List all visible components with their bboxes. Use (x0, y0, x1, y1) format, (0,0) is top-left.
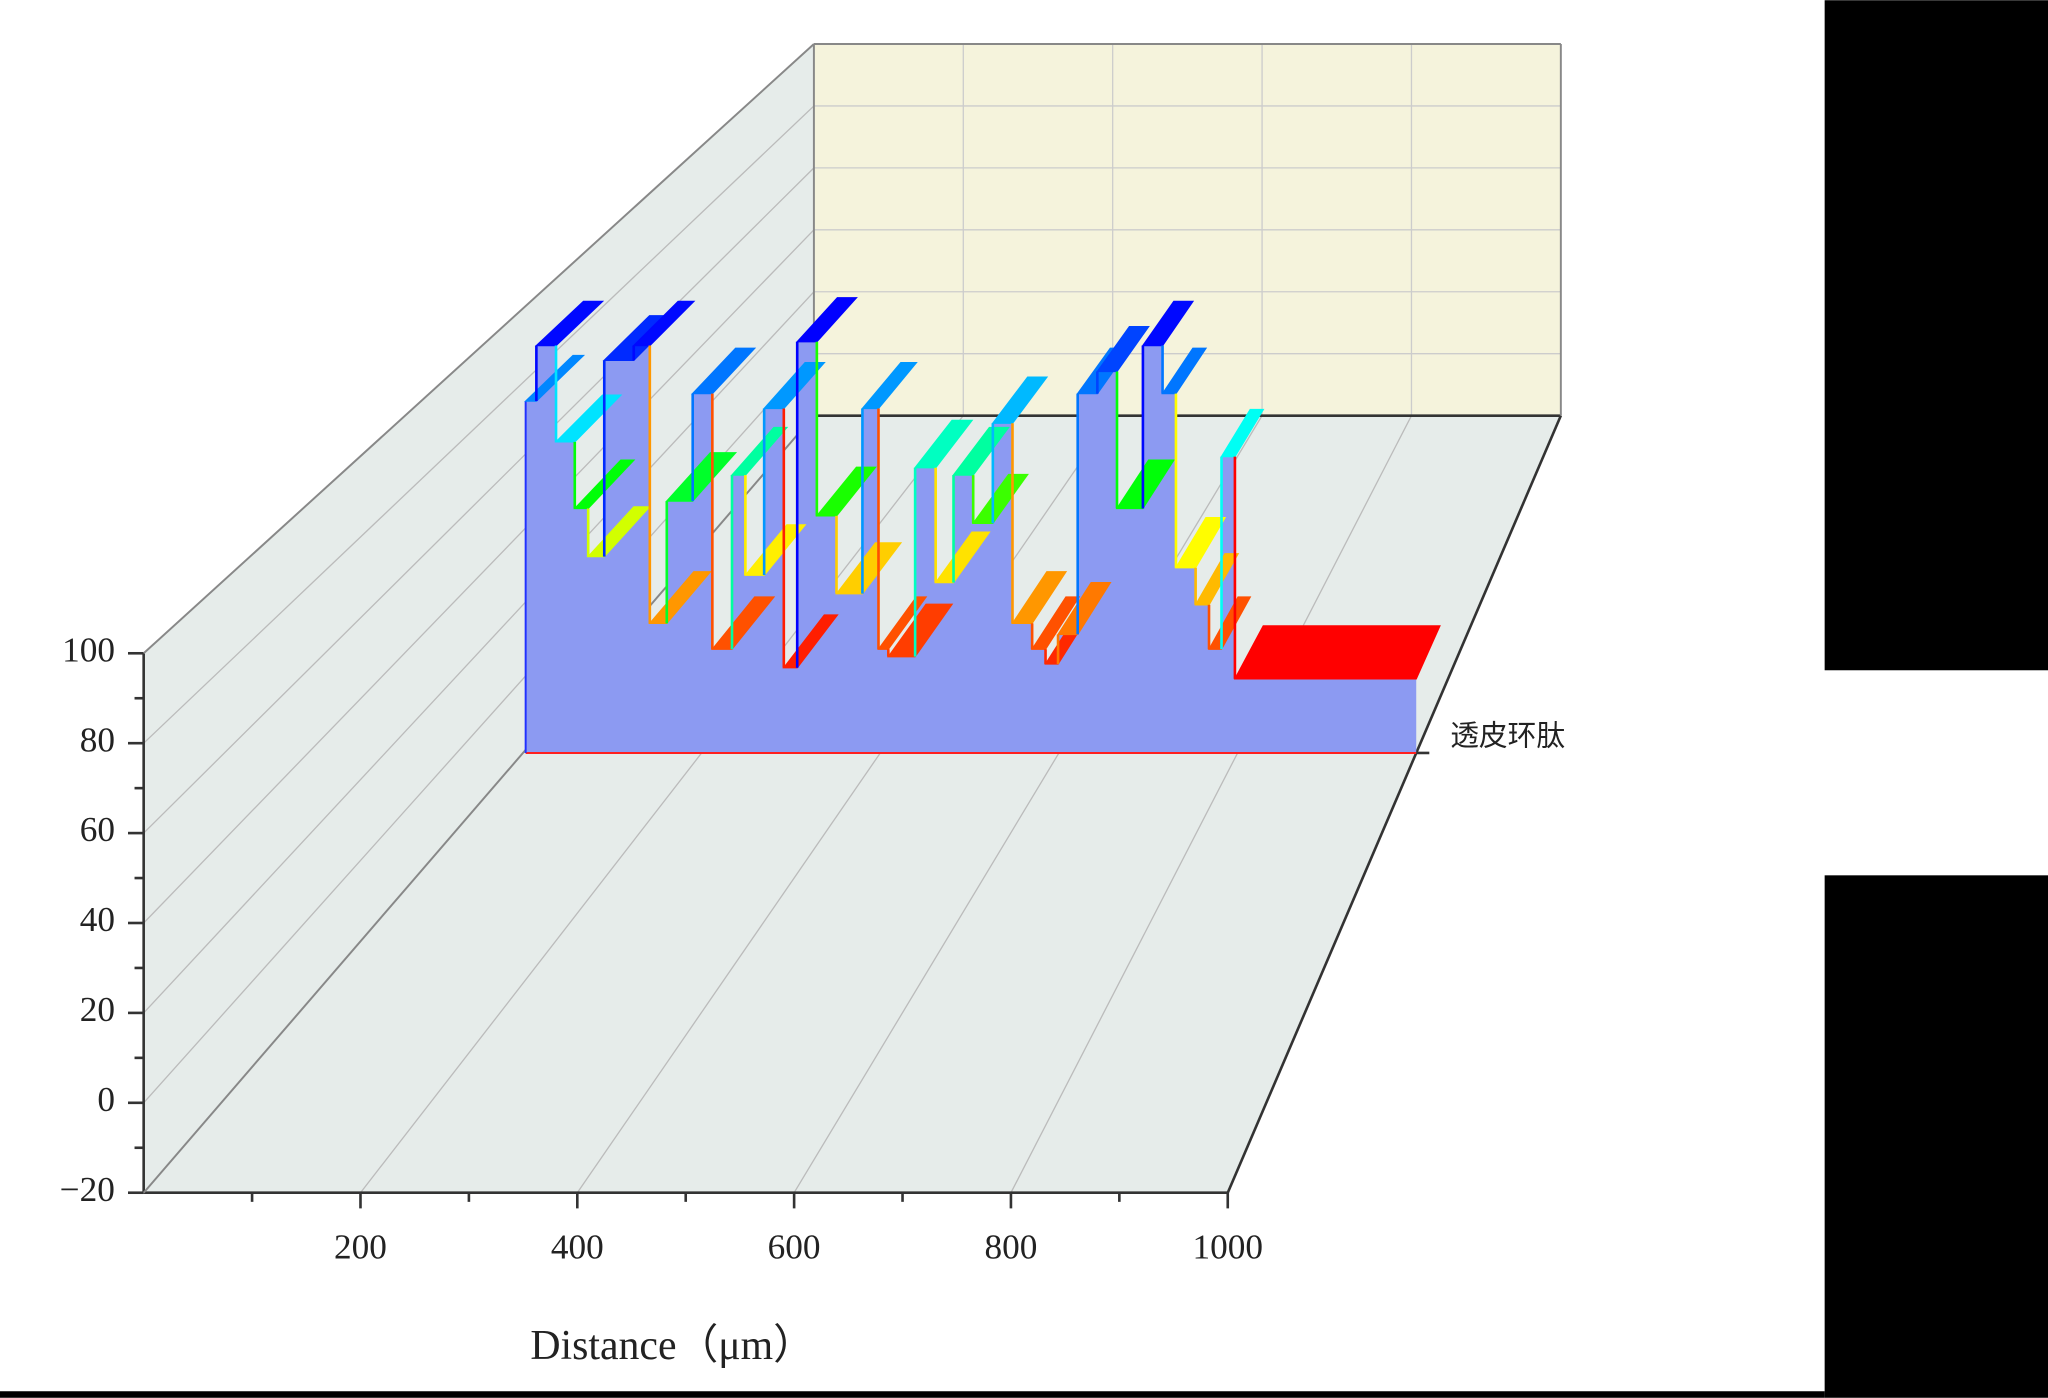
grid-line (143, 167, 815, 834)
wall-cap (795, 297, 858, 343)
wall-edge (1226, 415, 1563, 1194)
wall-cap (1174, 517, 1227, 569)
wall-cap (1220, 408, 1265, 458)
grid-line (143, 105, 815, 744)
wall-cap (913, 419, 974, 469)
wall-cap (815, 466, 877, 517)
wall-cap (971, 473, 1029, 524)
wall-cap (534, 300, 605, 347)
z-tick-label: 透皮环肽 (1450, 718, 1565, 752)
grid-line (143, 229, 815, 924)
grid-line (793, 415, 1263, 1194)
wall-cap (730, 426, 789, 476)
x-axis-title: Distance（μm） (530, 1323, 815, 1369)
y-tick-label: 40 (80, 900, 115, 939)
crop-mask (1824, 875, 2048, 1398)
x-tick-label: 200 (334, 1227, 387, 1266)
y-tick-label: 100 (62, 630, 115, 669)
wall-cap (861, 362, 918, 410)
x-tick-label: 600 (768, 1227, 821, 1266)
wall-cap (648, 571, 712, 625)
y-tick-label: −20 (60, 1170, 115, 1209)
y-tick-label: 60 (80, 810, 115, 849)
crop-mask (0, 1391, 1825, 1398)
wall-cap (632, 300, 696, 347)
wall-cap (1233, 625, 1441, 680)
wall-cap (991, 376, 1049, 424)
wall-cap (934, 531, 991, 584)
wall-cap (1011, 571, 1068, 625)
wall-cap (1207, 596, 1252, 650)
wall-cap (1096, 325, 1150, 373)
wall-cap (665, 452, 738, 502)
wall-cap (952, 426, 1010, 476)
x-tick-label: 400 (551, 1227, 604, 1266)
crop-mask (1824, 0, 2048, 671)
y-tick-label: 80 (80, 720, 115, 759)
x-tick-label: 1000 (1193, 1227, 1264, 1266)
wall-cap (762, 362, 826, 410)
wall-cap (887, 603, 954, 658)
y-tick-label: 0 (97, 1080, 115, 1119)
wall-edge (143, 43, 815, 655)
x-tick-label: 800 (985, 1227, 1038, 1266)
grid-line (576, 415, 1114, 1194)
wall-cap (1194, 553, 1240, 606)
wall-cap (744, 524, 807, 576)
wall-cap (1141, 300, 1195, 347)
grid-line (1010, 415, 1413, 1194)
wall-cap (1161, 347, 1208, 395)
wall-cap (710, 596, 776, 650)
wall-cap (691, 347, 757, 395)
wall-cap (1056, 581, 1112, 636)
wall-cap (1115, 459, 1176, 510)
y-tick-label: 20 (80, 990, 115, 1029)
